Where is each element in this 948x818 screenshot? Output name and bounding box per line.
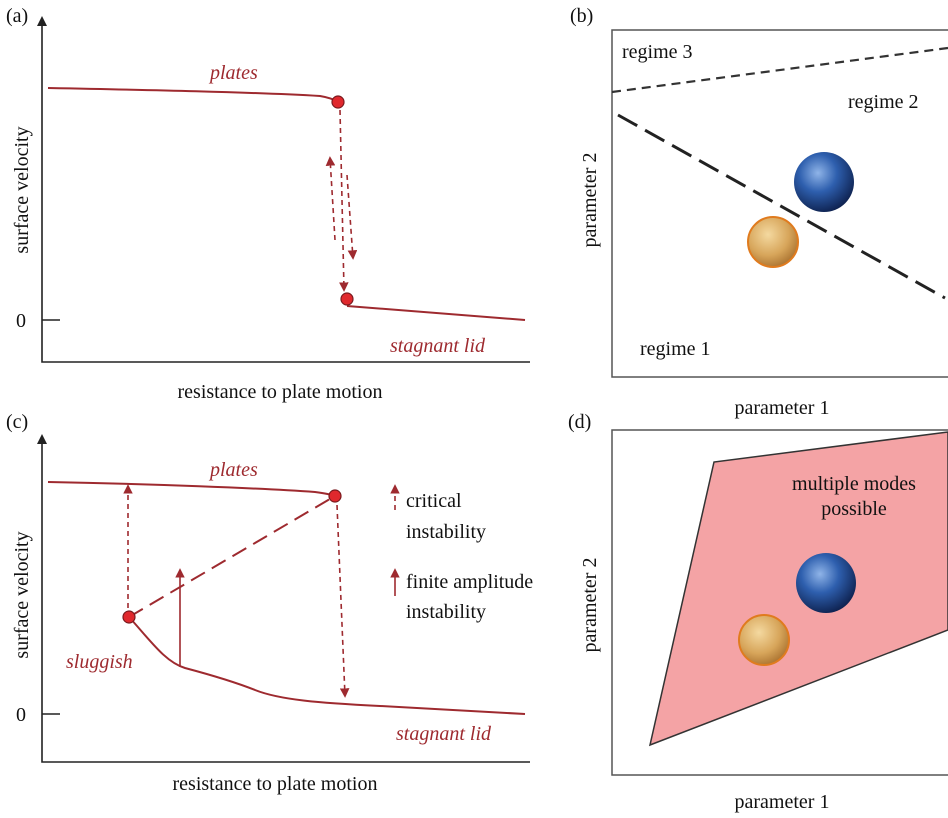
region-label: regime 2 [848, 91, 919, 113]
lid-curve [347, 306, 525, 320]
x-axis-label: parameter 1 [735, 791, 830, 813]
bifurcation-point [329, 490, 341, 502]
transition-arrow [340, 110, 344, 290]
panel-label: (d) [568, 411, 591, 433]
y-axis-label: surface velocity [11, 531, 33, 658]
panel-label: (b) [570, 5, 593, 27]
boundary [618, 115, 945, 298]
plates-curve [48, 482, 335, 496]
region-label: possible [821, 498, 887, 520]
frame [612, 30, 948, 377]
panel-c: (c) 0 surface velocity resistance to pla… [6, 411, 533, 795]
arrowhead [37, 16, 47, 26]
x-axis-label: resistance to plate motion [178, 381, 383, 403]
bifurcation-point [341, 293, 353, 305]
legend-text: instability [406, 521, 486, 543]
annotation: stagnant lid [396, 723, 492, 745]
annotation: stagnant lid [390, 335, 486, 357]
figure: (a) 0 surface velocity resistance to pla… [0, 0, 948, 818]
annotation: plates [208, 62, 258, 84]
y-axis-label: parameter 2 [579, 153, 601, 248]
annotation: plates [208, 459, 258, 481]
region-label: regime 3 [622, 41, 693, 63]
earth [794, 152, 854, 212]
bifurcation-point [332, 96, 344, 108]
y-axis-label: surface velocity [11, 126, 33, 253]
region-label: regime 1 [640, 338, 711, 360]
plates-curve [48, 88, 338, 102]
axes [42, 22, 530, 362]
panel-d: (d) multiple modes possible parameter 2 … [568, 411, 948, 813]
zero-label: 0 [16, 310, 26, 332]
legend-text: critical [406, 490, 462, 512]
panel-label: (c) [6, 411, 28, 433]
earth [796, 553, 856, 613]
venus [748, 217, 798, 267]
transition-arrow [347, 175, 353, 258]
critical-arrow [337, 505, 345, 696]
x-axis-label: parameter 1 [735, 397, 830, 419]
annotation: sluggish [66, 651, 133, 673]
legend-text: finite amplitude [406, 571, 533, 593]
venus [739, 615, 789, 665]
x-axis-label: resistance to plate motion [173, 773, 378, 795]
panel-a: (a) 0 surface velocity resistance to pla… [6, 5, 530, 403]
arrowhead [37, 434, 47, 444]
panel-b: (b) regime 3 regime 2 regime 1 parameter… [570, 5, 948, 419]
zero-label: 0 [16, 704, 26, 726]
panel-label: (a) [6, 5, 28, 27]
bifurcation-point [123, 611, 135, 623]
connector [129, 496, 335, 617]
lid-curve [129, 617, 525, 714]
legend-text: instability [406, 601, 486, 623]
y-axis-label: parameter 2 [579, 558, 601, 653]
transition-arrow [330, 158, 335, 240]
region-label: multiple modes [792, 473, 916, 495]
